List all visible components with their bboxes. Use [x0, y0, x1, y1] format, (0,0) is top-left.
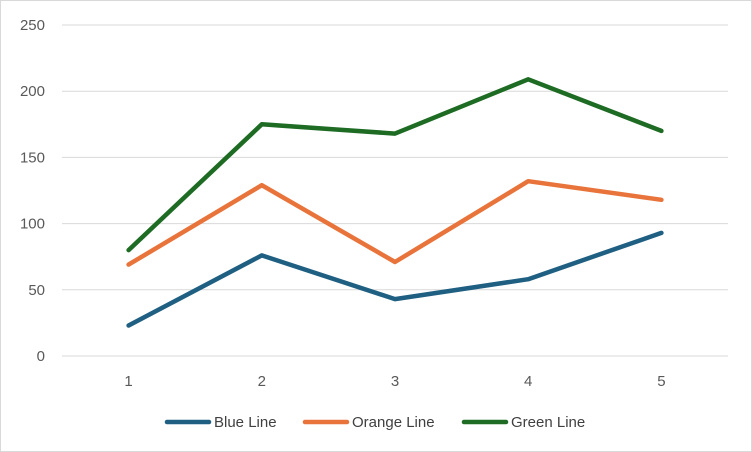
series-line-blue-line: [126, 230, 664, 328]
legend-label: Green Line: [511, 414, 585, 431]
legend-label: Blue Line: [214, 414, 277, 431]
x-tick-label: 3: [391, 373, 399, 390]
legend: Blue Line Orange Line Green Line: [164, 414, 585, 431]
legend-label: Orange Line: [352, 414, 435, 431]
gridlines: [62, 24, 728, 357]
y-tick-label: 200: [20, 83, 45, 100]
x-tick-label: 5: [657, 373, 665, 390]
series-line-green-line: [126, 77, 664, 253]
y-tick-label: 0: [37, 348, 45, 365]
y-axis-tick-labels: 0 50 100 150 200 250: [20, 17, 45, 365]
legend-item: Green Line: [461, 414, 585, 431]
x-axis-tick-labels: 1 2 3 4 5: [124, 373, 665, 390]
legend-item: Orange Line: [302, 414, 435, 431]
x-tick-label: 1: [124, 373, 132, 390]
series-line-orange-line: [126, 178, 664, 267]
x-tick-label: 4: [524, 373, 532, 390]
y-tick-label: 150: [20, 149, 45, 166]
legend-item: Blue Line: [164, 414, 277, 431]
x-tick-label: 2: [258, 373, 266, 390]
y-tick-label: 100: [20, 216, 45, 233]
y-tick-label: 250: [20, 17, 45, 34]
y-tick-label: 50: [28, 282, 45, 299]
series-lines: [126, 77, 664, 328]
